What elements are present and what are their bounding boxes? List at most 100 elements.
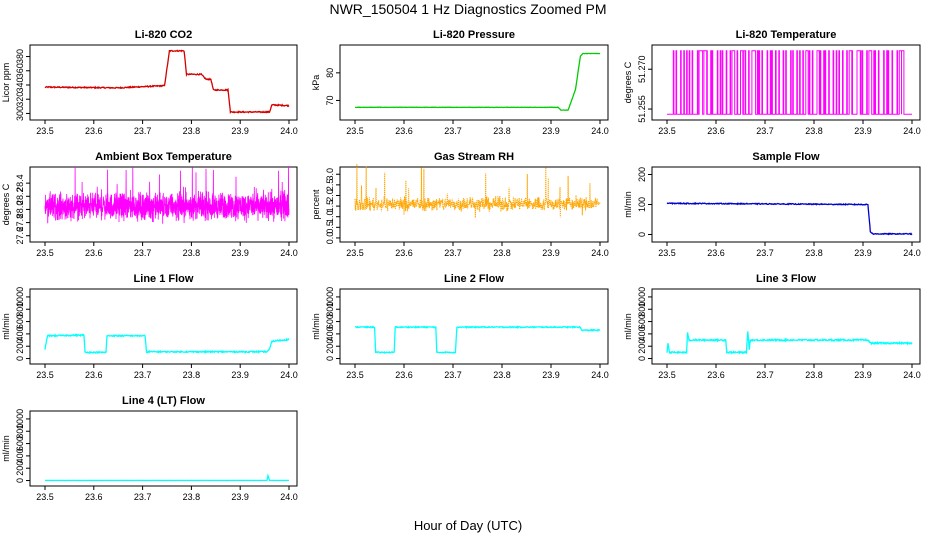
y-axis-label: ml/min (311, 313, 321, 340)
y-tick-label: 360 (15, 63, 25, 78)
x-tick-label: 23.8 (805, 126, 823, 136)
y-tick-label: 0 (637, 232, 647, 237)
plot-frame (29, 288, 298, 365)
x-tick-label: 24.0 (591, 370, 609, 380)
panel-title: Line 3 Flow (756, 273, 816, 285)
panel-title: Line 2 Flow (444, 273, 504, 285)
x-tick-label: 23.7 (134, 492, 152, 502)
panel-gas-stream-rh: Gas Stream RH 23.5 23.6 23.7 23.8 23.9 24.0 0.0… (311, 151, 609, 258)
x-tick-label: 23.8 (493, 370, 511, 380)
x-tick-label: 23.5 (36, 492, 54, 502)
x-tick-label: 23.9 (231, 126, 249, 136)
y-tick-label: 320 (15, 92, 25, 107)
x-tick-label: 23.7 (134, 248, 152, 258)
panel-line-1-flow: Line 1 Flow 23.5 23.6 23.7 23.8 23.9 24.0 0 2004… (1, 273, 298, 380)
x-tick-label: 23.8 (183, 126, 201, 136)
x-tick-label: 24.0 (280, 492, 298, 502)
y-tick-label: 1000 (15, 287, 25, 307)
x-tick-label: 24.0 (280, 248, 298, 258)
series-line (45, 473, 289, 482)
x-tick-label: 23.5 (658, 370, 676, 380)
y-tick-label: 1000 (15, 409, 25, 429)
series-line (667, 50, 912, 115)
y-axis-label: ml/min (623, 313, 633, 340)
panel-line-4-lt-flow: Line 4 (LT) Flow 23.5 23.6 23.7 23.8 23.9 24.0… (1, 395, 298, 502)
x-tick-label: 23.7 (134, 126, 152, 136)
series-line (355, 325, 601, 354)
x-tick-label: 23.6 (395, 370, 413, 380)
figure-x-axis-label: Hour of Day (UTC) (413, 518, 523, 533)
y-tick-label: 1.5 (325, 200, 335, 213)
y-tick-label: 200 (637, 339, 647, 354)
y-tick-label: 300 (15, 106, 25, 121)
y-axis-label: percent (311, 189, 321, 220)
x-tick-label: 23.9 (542, 370, 560, 380)
y-tick-label: 0 (325, 356, 335, 361)
y-tick-label: 200 (637, 167, 647, 182)
x-tick-label: 23.7 (134, 370, 152, 380)
series-line (44, 333, 290, 355)
series-line (666, 331, 913, 355)
x-tick-label: 23.9 (854, 248, 872, 258)
x-tick-label: 23.6 (395, 248, 413, 258)
x-tick-label: 23.6 (85, 370, 103, 380)
x-tick-label: 23.8 (183, 492, 201, 502)
panel-title: Li-820 Temperature (736, 29, 837, 41)
x-tick-label: 23.9 (542, 126, 560, 136)
y-tick-label: 1.0 (325, 210, 335, 223)
y-tick-label: 2.0 (325, 189, 335, 202)
x-tick-label: 23.5 (36, 248, 54, 258)
y-axis-label: Licor ppm (1, 63, 11, 103)
panel-title: Line 1 Flow (134, 273, 194, 285)
y-tick-label: 0.0 (325, 232, 335, 245)
y-tick-label: 400 (325, 326, 335, 341)
figure-title: NWR_150504 1 Hz Diagnostics Zoomed PM (329, 1, 607, 17)
y-tick-label: 0.5 (325, 221, 335, 234)
y-tick-label: 0 (15, 356, 25, 361)
y-tick-label: 27.8 (15, 214, 25, 232)
x-tick-label: 24.0 (280, 370, 298, 380)
y-tick-label: 51.255 (637, 95, 647, 123)
plot-frame (29, 44, 298, 121)
x-tick-label: 23.6 (707, 126, 725, 136)
y-tick-label: 200 (325, 339, 335, 354)
plot-frame (29, 410, 298, 487)
y-tick-label: 3.0 (325, 168, 335, 181)
y-tick-label: 340 (15, 77, 25, 92)
plot-frame (29, 166, 298, 243)
x-tick-label: 23.6 (85, 126, 103, 136)
panel-title: Sample Flow (752, 151, 820, 163)
y-tick-label: 800 (325, 302, 335, 317)
x-tick-label: 23.7 (756, 370, 774, 380)
y-tick-label: 800 (637, 302, 647, 317)
y-tick-label: 28.4 (15, 174, 25, 192)
x-tick-label: 23.8 (493, 126, 511, 136)
panel-title: Line 4 (LT) Flow (122, 395, 205, 407)
x-tick-label: 23.9 (854, 126, 872, 136)
plot-frame (651, 44, 921, 121)
x-tick-label: 23.8 (805, 370, 823, 380)
x-tick-label: 23.5 (346, 126, 364, 136)
x-tick-label: 24.0 (591, 248, 609, 258)
x-tick-label: 23.8 (183, 370, 201, 380)
x-tick-label: 23.5 (346, 370, 364, 380)
y-axis-label: ml/min (1, 313, 11, 340)
y-tick-label: 28.0 (15, 201, 25, 219)
x-tick-label: 24.0 (280, 126, 298, 136)
y-tick-label: 200 (15, 461, 25, 476)
y-tick-label: 800 (15, 424, 25, 439)
panel-li820-pressure: Li-820 Pressure 23.5 23.6 23.7 23.8 23.9 24.0 7… (311, 29, 609, 136)
x-tick-label: 23.9 (231, 248, 249, 258)
y-tick-label: 2.5 (325, 179, 335, 192)
y-tick-label: 200 (15, 339, 25, 354)
panel-sample-flow: Sample Flow 23.5 23.6 23.7 23.8 23.9 24.0 0 100 2… (623, 151, 921, 258)
panel-line-3-flow: Line 3 Flow 23.5 23.6 23.7 23.8 23.9 24.0 0 2004… (623, 273, 921, 380)
x-tick-label: 23.9 (854, 370, 872, 380)
x-tick-label: 23.7 (756, 126, 774, 136)
x-tick-label: 23.5 (346, 248, 364, 258)
x-tick-label: 23.6 (707, 248, 725, 258)
y-tick-label: 1000 (325, 287, 335, 307)
y-axis-label: ml/min (623, 191, 633, 218)
x-tick-label: 23.7 (444, 248, 462, 258)
